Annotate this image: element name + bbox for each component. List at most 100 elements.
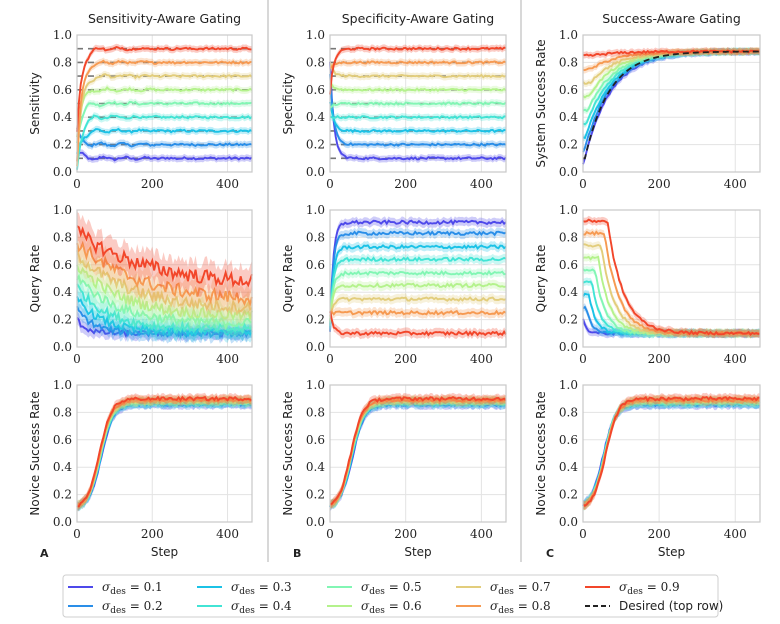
y-tick-label: 1.0 xyxy=(559,203,578,217)
y-tick-label: 0.4 xyxy=(559,285,578,299)
series-line xyxy=(329,243,507,329)
series-line xyxy=(582,397,761,507)
x-axis-label: Step xyxy=(658,545,685,559)
y-tick-label: 1.0 xyxy=(53,203,72,217)
x-tick-label: 200 xyxy=(394,527,417,541)
series-band xyxy=(330,253,506,331)
series-band xyxy=(583,396,760,509)
series-line xyxy=(76,46,253,132)
y-tick-label: 0.8 xyxy=(306,230,325,244)
x-tick-label: 200 xyxy=(394,352,417,366)
series-band xyxy=(583,394,760,511)
y-tick-label: 0.6 xyxy=(559,258,578,272)
y-tick-label: 0.6 xyxy=(306,83,325,97)
series-band xyxy=(583,47,760,156)
x-tick-label: 0 xyxy=(326,177,334,191)
y-axis-label: Query Rate xyxy=(28,245,42,313)
y-tick-label: 0.4 xyxy=(306,110,325,124)
panel-letter: C xyxy=(546,547,554,560)
series-line xyxy=(76,264,253,322)
x-tick-label: 200 xyxy=(394,177,417,191)
x-tick-label: 400 xyxy=(216,527,239,541)
panel-r1-c0: 0.0 0.2 0.4 0.6 0.8 1.0 0 200 400 Query Rate xyxy=(28,203,253,366)
series-line xyxy=(329,309,507,316)
panels: 0.00.20.40.60.81.00 200 400SensitivitySens… xyxy=(28,0,761,562)
y-tick-label: 1.0 xyxy=(306,378,325,392)
series-line xyxy=(76,240,253,307)
y-tick-label: 0.2 xyxy=(53,138,72,152)
series-band xyxy=(330,57,506,72)
x-tick-label: 0 xyxy=(326,527,334,541)
x-axis-label: Step xyxy=(404,545,431,559)
y-tick-label: 0.6 xyxy=(53,83,72,97)
series-band xyxy=(77,238,252,326)
y-tick-label: 0.4 xyxy=(559,460,578,474)
series-line xyxy=(329,398,507,506)
series-band xyxy=(77,147,252,164)
y-tick-label: 0.0 xyxy=(53,340,72,354)
series-band xyxy=(330,99,506,111)
y-tick-label: 0.6 xyxy=(306,258,325,272)
plot-frame xyxy=(76,384,253,523)
panel-r1-c2: 0.0 0.2 0.4 0.6 0.8 1.0 0 200 400 Query Rate xyxy=(534,203,761,366)
y-tick-label: 0.8 xyxy=(559,230,578,244)
y-axis-label: Specificity xyxy=(281,73,295,135)
legend-box xyxy=(62,574,719,618)
series-line xyxy=(76,59,253,162)
series-band xyxy=(330,392,506,509)
legend-label: σdes = 0.2 xyxy=(102,599,163,616)
x-tick-label: 0 xyxy=(326,352,334,366)
y-tick-label: 0.2 xyxy=(559,313,578,327)
plot-frame xyxy=(582,384,761,523)
legend-label: σdes = 0.7 xyxy=(490,580,551,597)
y-tick-label: 0.8 xyxy=(53,55,72,69)
y-tick-label: 1.0 xyxy=(53,28,72,42)
series-line xyxy=(329,101,507,109)
y-tick-label: 0.8 xyxy=(559,405,578,419)
y-tick-label: 0.8 xyxy=(306,405,325,419)
plot-frame xyxy=(329,384,507,523)
series-band xyxy=(583,398,760,510)
series-line xyxy=(329,398,507,507)
series-line xyxy=(329,397,507,506)
y-tick-label: 0.0 xyxy=(53,515,72,529)
series-band xyxy=(330,70,506,150)
y-axis-label: System Success Rate xyxy=(534,39,548,167)
series-line xyxy=(76,401,253,507)
series-band xyxy=(77,125,252,158)
series-line xyxy=(76,399,253,509)
plot-frame xyxy=(76,209,253,348)
y-tick-label: 0.4 xyxy=(53,285,72,299)
series-band xyxy=(583,394,760,510)
x-tick-label: 200 xyxy=(141,177,164,191)
x-tick-label: 400 xyxy=(216,177,239,191)
y-tick-label: 0.8 xyxy=(559,55,578,69)
series-band xyxy=(583,253,760,339)
series-line xyxy=(582,218,761,336)
panel-r0-c1: 0.0 0.2 0.4 0.6 0.8 1.0 0 200 400 Specificity Spec… xyxy=(281,11,507,191)
series-line xyxy=(76,150,253,162)
x-tick-label: 200 xyxy=(648,352,671,366)
series-band xyxy=(583,398,760,511)
panel-r2-c2: 0.0 0.2 0.4 0.6 0.8 1.0 0 200 400 Novice Success … xyxy=(534,378,761,560)
y-tick-label: 0.4 xyxy=(306,460,325,474)
y-tick-label: 0.6 xyxy=(559,83,578,97)
legend-label: σdes = 0.6 xyxy=(361,599,422,616)
y-tick-label: 0.2 xyxy=(559,488,578,502)
y-tick-label: 1.0 xyxy=(306,203,325,217)
y-tick-label: 1.0 xyxy=(53,378,72,392)
x-tick-label: 400 xyxy=(724,177,747,191)
series-line xyxy=(582,398,761,508)
x-tick-label: 400 xyxy=(216,352,239,366)
series-band xyxy=(330,79,506,95)
series-band xyxy=(330,241,506,333)
y-axis-label: Novice Success Rate xyxy=(534,391,548,515)
legend-label: σdes = 0.9 xyxy=(619,580,680,597)
plot-frame xyxy=(582,34,761,173)
legend: σdes = 0.1 σdes = 0.2 σdes = 0.3 σdes = 0.4… xyxy=(62,574,723,618)
x-tick-label: 200 xyxy=(648,527,671,541)
y-tick-label: 0.2 xyxy=(306,488,325,502)
series-line xyxy=(329,230,507,332)
panel-r2-c1: 0.0 0.2 0.4 0.6 0.8 1.0 0 200 400 Novice Success … xyxy=(281,378,507,560)
plot-frame xyxy=(582,209,761,348)
